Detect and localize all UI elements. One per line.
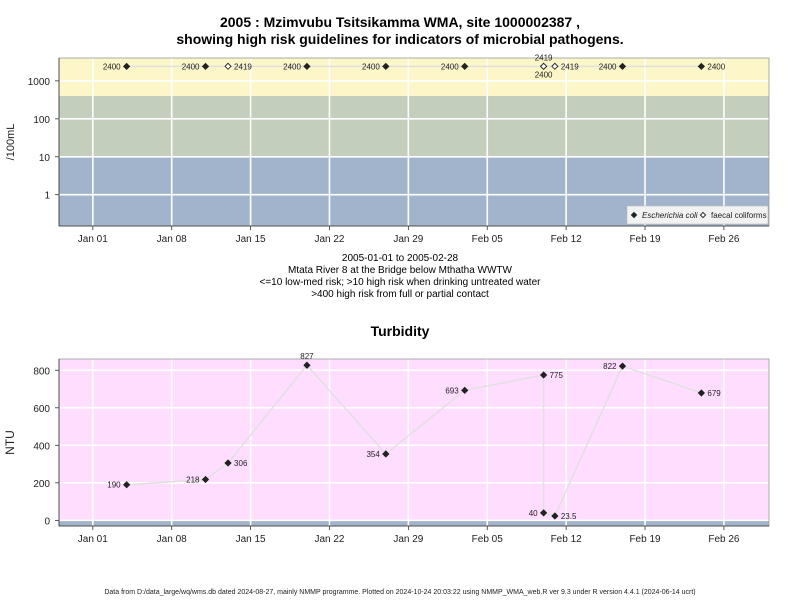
y-tick-label: 1 [44, 191, 50, 202]
background-band [59, 359, 769, 520]
x-tick-label: Jan 08 [157, 534, 187, 545]
legend-faecal-coliform-label: faecal coliforms [711, 211, 767, 220]
x-tick-label: Feb 19 [629, 234, 661, 245]
y-tick-label: 800 [33, 366, 50, 377]
x-tick-label: Feb 26 [708, 534, 740, 545]
x-tick-label: Jan 15 [236, 234, 266, 245]
y-tick-label: 600 [33, 404, 50, 415]
x-tick-label: Feb 12 [551, 234, 583, 245]
y-tick-label: 0 [44, 516, 50, 527]
x-tick-label: Jan 08 [157, 234, 187, 245]
x-tick-label: Feb 05 [472, 234, 504, 245]
turbidity-point-label: 190 [107, 481, 121, 490]
y-axis-label: /100mL [5, 124, 17, 161]
x-tick-label: Jan 01 [78, 534, 108, 545]
turbidity-point-label: 40 [529, 509, 538, 518]
x-tick-label: Jan 15 [236, 534, 266, 545]
turbidity-point-label: 775 [550, 371, 564, 380]
y-tick-label: 400 [33, 441, 50, 452]
y-tick-label: 200 [33, 479, 50, 490]
turbidity-point-label: 354 [366, 450, 380, 459]
ecoli-point-label: 2400 [103, 62, 121, 71]
turbidity-point-label: 822 [603, 362, 617, 371]
y-tick-label: 10 [39, 153, 51, 164]
x-tick-label: Feb 26 [708, 234, 740, 245]
footer-note: Data from D:/data_large/wq/wms.db dated … [0, 589, 800, 596]
y-axis-label: NTU [3, 430, 17, 455]
x-tick-label: Feb 05 [472, 534, 504, 545]
microbial-chart: 2400 2400 2400 2400 2400 2400 2400 2400 2419 2419… [5, 53, 769, 245]
ecoli-point-label: 2400 [182, 62, 200, 71]
ecoli-point-label: 2400 [283, 62, 301, 71]
faecal-coliform-point-label: 2419 [535, 53, 553, 62]
legend: Escherichia coli faecal coliforms [627, 206, 768, 224]
turbidity-point-label: 218 [186, 475, 200, 484]
risk-band [59, 58, 769, 96]
x-tick-label: Jan 22 [314, 234, 344, 245]
y-tick-label: 100 [33, 115, 50, 126]
turbidity-point-label: 693 [445, 386, 459, 395]
legend-ecoli-label: Escherichia coli [642, 211, 698, 220]
x-tick-label: Jan 01 [78, 234, 108, 245]
faecal-coliform-point-label: 2419 [234, 62, 252, 71]
turbidity-chart: 190 218 306 827 354 693 775 40 23.5 822 679 Jan 01 J… [3, 352, 769, 545]
faecal-coliform-point-label: 2419 [561, 62, 579, 71]
turbidity-point-label: 827 [300, 352, 314, 361]
x-tick-label: Feb 19 [629, 534, 661, 545]
ecoli-point-label: 2400 [362, 62, 380, 71]
x-tick-label: Jan 29 [393, 534, 423, 545]
x-tick-label: Jan 29 [393, 234, 423, 245]
ecoli-point-label: 2400 [535, 70, 553, 79]
x-tick-label: Jan 22 [314, 534, 344, 545]
turbidity-point-label: 23.5 [561, 512, 577, 521]
y-tick-label: 1000 [28, 77, 51, 88]
turbidity-point-label: 679 [707, 389, 721, 398]
ecoli-point-label: 2400 [599, 62, 617, 71]
turbidity-point-label: 306 [234, 459, 248, 468]
x-tick-label: Feb 12 [551, 534, 583, 545]
risk-band [59, 96, 769, 157]
background-band [59, 520, 769, 526]
ecoli-point-label: 2400 [441, 62, 459, 71]
ecoli-point-label: 2400 [707, 62, 725, 71]
